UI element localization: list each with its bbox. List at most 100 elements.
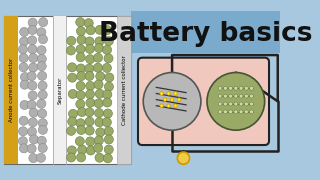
Circle shape (67, 126, 76, 135)
Circle shape (19, 53, 28, 62)
Circle shape (94, 99, 103, 108)
Circle shape (239, 86, 243, 90)
Bar (53, 16, 66, 164)
Circle shape (85, 117, 94, 126)
Circle shape (20, 73, 29, 82)
Circle shape (38, 81, 47, 90)
Circle shape (39, 18, 48, 27)
Circle shape (103, 109, 112, 118)
Circle shape (96, 72, 105, 81)
Circle shape (68, 109, 77, 118)
Circle shape (223, 102, 227, 106)
Circle shape (85, 90, 94, 99)
Circle shape (229, 110, 233, 114)
Circle shape (38, 125, 47, 134)
Circle shape (86, 26, 95, 35)
Circle shape (102, 45, 112, 54)
Circle shape (250, 94, 253, 98)
Circle shape (86, 137, 95, 146)
Circle shape (223, 94, 227, 98)
FancyBboxPatch shape (138, 58, 269, 145)
Circle shape (29, 53, 38, 63)
Circle shape (102, 118, 111, 127)
Circle shape (77, 125, 86, 134)
Circle shape (104, 54, 113, 63)
Circle shape (93, 63, 102, 72)
Bar (4, 16, 18, 164)
Circle shape (177, 98, 181, 101)
Circle shape (37, 136, 46, 145)
Circle shape (167, 92, 170, 95)
Circle shape (76, 27, 85, 36)
Circle shape (20, 80, 29, 89)
Circle shape (174, 104, 177, 107)
Circle shape (76, 18, 85, 27)
Circle shape (19, 63, 28, 72)
Circle shape (86, 146, 95, 155)
Circle shape (28, 81, 37, 90)
Circle shape (76, 81, 85, 90)
Circle shape (103, 90, 112, 99)
Circle shape (234, 94, 238, 98)
Text: Anode current collector: Anode current collector (9, 58, 14, 122)
Circle shape (28, 18, 37, 27)
Circle shape (143, 73, 201, 130)
Circle shape (250, 102, 253, 106)
Circle shape (218, 102, 222, 106)
Circle shape (94, 80, 103, 89)
Circle shape (244, 86, 248, 90)
Circle shape (29, 108, 38, 117)
Circle shape (104, 127, 113, 136)
Circle shape (174, 92, 177, 95)
Circle shape (93, 53, 103, 62)
Circle shape (105, 73, 114, 82)
Circle shape (20, 27, 29, 37)
Circle shape (234, 110, 238, 114)
Circle shape (93, 143, 103, 152)
Circle shape (95, 25, 104, 34)
Circle shape (223, 110, 227, 114)
Circle shape (38, 119, 47, 128)
Circle shape (28, 25, 37, 35)
Circle shape (28, 118, 37, 127)
Circle shape (229, 102, 233, 106)
Circle shape (28, 127, 36, 136)
Circle shape (239, 102, 243, 106)
Circle shape (160, 104, 163, 107)
Circle shape (68, 63, 76, 72)
Circle shape (20, 37, 28, 46)
Circle shape (218, 94, 222, 98)
Circle shape (76, 100, 85, 109)
Circle shape (67, 36, 76, 45)
Circle shape (85, 108, 94, 117)
Circle shape (95, 89, 104, 98)
Circle shape (104, 82, 114, 91)
Circle shape (37, 62, 46, 71)
Circle shape (76, 119, 85, 128)
Circle shape (94, 136, 103, 145)
Circle shape (104, 145, 113, 154)
Circle shape (250, 110, 253, 114)
Bar (117, 16, 131, 164)
Circle shape (85, 126, 94, 135)
Circle shape (28, 45, 37, 54)
Circle shape (239, 94, 243, 98)
Circle shape (86, 55, 95, 64)
Circle shape (20, 100, 29, 109)
Bar (4, 16, 131, 164)
Circle shape (234, 102, 238, 106)
Circle shape (38, 109, 47, 118)
Circle shape (229, 94, 233, 98)
Circle shape (76, 91, 85, 100)
Text: Cathode current collector: Cathode current collector (122, 55, 126, 125)
Circle shape (38, 143, 47, 153)
Circle shape (76, 64, 85, 73)
Circle shape (19, 127, 28, 136)
Circle shape (104, 135, 113, 144)
Circle shape (27, 100, 36, 109)
Circle shape (95, 118, 104, 127)
Circle shape (36, 153, 45, 162)
Circle shape (19, 116, 28, 125)
Circle shape (67, 153, 76, 162)
Circle shape (160, 92, 163, 95)
